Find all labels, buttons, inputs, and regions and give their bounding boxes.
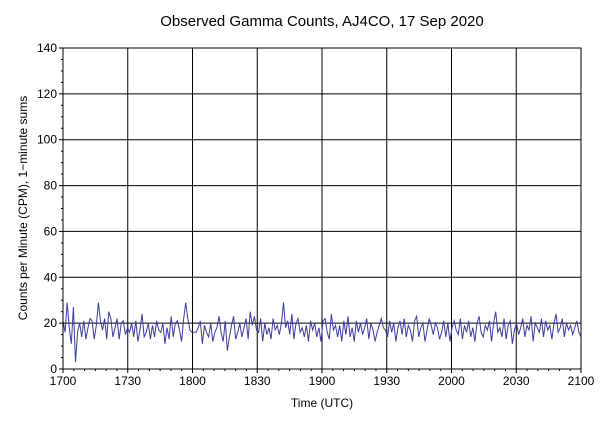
x-tick-label: 1700 [50,374,77,388]
y-tick-label: 80 [44,179,58,193]
x-tick-label: 1830 [244,374,271,388]
x-axis-ticks: 1700 1730 1800 1830 1900 1930 2000 2030 2100 [50,369,595,388]
x-tick-label: 2000 [438,374,465,388]
x-tick-label: 1800 [179,374,206,388]
x-axis-label: Time (UTC) [291,396,353,410]
x-tick-label: 2030 [503,374,530,388]
y-tick-label: 140 [37,41,57,55]
y-axis-label: Counts per Minute (CPM), 1−minute sums [16,96,30,320]
y-tick-label: 120 [37,87,57,101]
x-tick-label: 1930 [373,374,400,388]
chart-title: Observed Gamma Counts, AJ4CO, 17 Sep 202… [160,13,484,30]
x-tick-label: 2100 [568,374,595,388]
y-tick-label: 20 [44,316,58,330]
y-axis-ticks: 0 20 40 60 80 100 120 140 [37,41,63,376]
x-tick-label: 1900 [309,374,336,388]
y-tick-label: 60 [44,224,58,238]
plot-area-frame [62,47,582,370]
x-tick-label: 1730 [114,374,141,388]
grid [63,48,581,369]
y-tick-label: 0 [50,362,57,376]
y-tick-label: 100 [37,133,57,147]
series-line [62,302,582,363]
y-tick-label: 40 [44,270,58,284]
